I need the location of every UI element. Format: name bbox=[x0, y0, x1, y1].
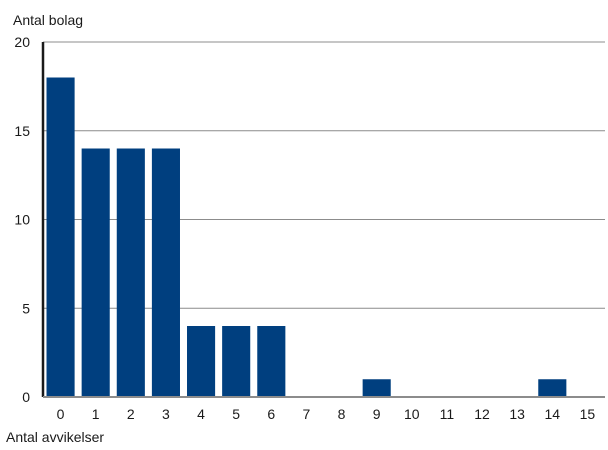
y-tick-label: 10 bbox=[14, 212, 30, 228]
bar bbox=[222, 326, 251, 397]
y-tick-label: 0 bbox=[22, 389, 30, 405]
y-tick-labels: 0 5 10 15 20 bbox=[14, 34, 30, 405]
x-tick-label: 6 bbox=[267, 406, 275, 422]
y-tick-label: 5 bbox=[22, 300, 30, 316]
x-tick-label: 13 bbox=[509, 406, 525, 422]
bar bbox=[538, 379, 567, 397]
y-axis-label: Antal bolag bbox=[13, 12, 83, 28]
x-tick-label: 1 bbox=[92, 406, 100, 422]
x-tick-label: 11 bbox=[440, 406, 455, 422]
x-tick-label: 15 bbox=[580, 406, 596, 422]
bar bbox=[362, 379, 391, 397]
bar bbox=[116, 148, 145, 397]
x-tick-label: 9 bbox=[373, 406, 381, 422]
x-tick-label: 3 bbox=[162, 406, 170, 422]
x-tick-label: 0 bbox=[57, 406, 65, 422]
x-tick-label: 5 bbox=[232, 406, 240, 422]
x-tick-label: 4 bbox=[197, 406, 205, 422]
x-tick-labels: 0 1 2 3 4 5 6 7 8 9 10 11 12 13 14 15 bbox=[57, 406, 596, 422]
bar bbox=[257, 326, 286, 397]
x-tick-label: 2 bbox=[127, 406, 135, 422]
x-tick-label: 14 bbox=[545, 406, 561, 422]
bar bbox=[187, 326, 216, 397]
bar bbox=[81, 148, 110, 397]
x-axis-label: Antal avvikelser bbox=[6, 429, 104, 445]
y-tick-label: 20 bbox=[14, 34, 30, 50]
bars bbox=[46, 77, 567, 397]
axes bbox=[41, 42, 605, 398]
bar bbox=[151, 148, 180, 397]
x-tick-label: 7 bbox=[303, 406, 311, 422]
x-tick-label: 10 bbox=[404, 406, 420, 422]
bar bbox=[46, 77, 75, 397]
y-tick-label: 15 bbox=[14, 123, 30, 139]
x-tick-label: 8 bbox=[338, 406, 346, 422]
x-tick-label: 12 bbox=[474, 406, 490, 422]
